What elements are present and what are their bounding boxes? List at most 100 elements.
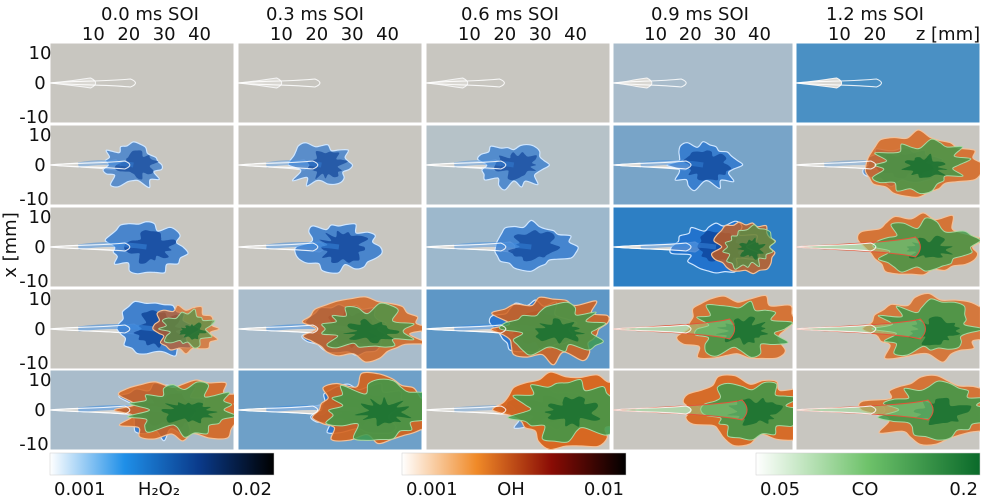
panel-r3-c2 xyxy=(237,206,423,288)
z-tick-c2-20: 20 xyxy=(305,24,328,45)
mixture-outline xyxy=(50,324,131,334)
column-title-3: 0.6 ms SOI xyxy=(461,4,559,25)
panel-r4-c4 xyxy=(612,288,794,370)
panel-r1-c1 xyxy=(49,42,235,124)
panel-grid xyxy=(49,42,981,451)
panel-r1-c2 xyxy=(237,42,423,124)
panel-r1-c5 xyxy=(795,42,981,124)
mixture-outline xyxy=(426,242,507,252)
panel-r3-c5 xyxy=(795,206,981,288)
panel-field xyxy=(50,141,164,189)
x-tick-zero-r2: 0 xyxy=(34,155,45,176)
h2o2-core xyxy=(683,150,732,181)
column-title-4: 0.9 ms SOI xyxy=(651,4,749,25)
mixture-outline xyxy=(426,324,507,334)
panel-field xyxy=(50,220,189,275)
mixture-outline xyxy=(238,324,319,334)
panel-r3-c3 xyxy=(425,206,611,288)
liquid-jet xyxy=(50,77,97,89)
mixture-outline xyxy=(613,242,692,252)
z-tick-c2-10: 10 xyxy=(270,24,293,45)
panel-field xyxy=(613,374,793,447)
mixture-outline xyxy=(796,405,877,415)
panel-field xyxy=(50,77,136,89)
panel-r3-c1 xyxy=(49,206,235,288)
mixture-outline xyxy=(613,324,692,334)
z-tick-c1-40: 40 xyxy=(188,24,211,45)
panel-r5-c5 xyxy=(795,369,981,451)
mixture-outline xyxy=(613,405,692,415)
panel-r3-c4 xyxy=(612,206,794,288)
colorbar-min-label: 0.001 xyxy=(54,479,106,500)
panel-r4-c1 xyxy=(49,288,235,370)
mixture-outline xyxy=(613,160,692,170)
mixture-outline xyxy=(50,160,131,170)
z-tick-c5-20: 20 xyxy=(863,24,886,45)
colorbar-1: 0.001 H₂O₂ 0.02 xyxy=(49,452,275,500)
panel-field xyxy=(238,296,422,363)
h2o2-jet-layer xyxy=(640,242,717,250)
mixture-outline xyxy=(50,78,136,88)
colorbar-species-label: OH xyxy=(497,479,525,500)
liquid-jet xyxy=(426,77,469,89)
h2o2-jet-layer xyxy=(453,242,532,250)
z-tick-c5-10: 10 xyxy=(828,24,851,45)
panel-r1-c3 xyxy=(425,42,611,124)
mixture-outline xyxy=(426,405,507,415)
colorbar-2: 0.001 OH 0.01 xyxy=(401,452,627,500)
panel-field xyxy=(613,220,777,275)
panel-r5-c2 xyxy=(237,369,423,451)
mixture-outline xyxy=(796,160,877,170)
panel-field xyxy=(796,212,980,276)
panel-field xyxy=(50,300,220,357)
panel-field xyxy=(238,77,321,89)
x-tick-top-r1: 10 xyxy=(29,43,52,64)
mixture-outline xyxy=(238,160,319,170)
z-tick-c1-10: 10 xyxy=(82,24,105,45)
mixture-outline xyxy=(238,78,321,88)
column-title-5: 1.2 ms SOI xyxy=(826,4,924,25)
z-tick-c4-30: 30 xyxy=(713,24,736,45)
h2o2-jet-layer xyxy=(265,242,340,250)
x-tick-zero-r5: 0 xyxy=(34,400,45,421)
co-core xyxy=(161,402,218,424)
x-tick-top-r3: 10 xyxy=(29,207,52,228)
flame-envelope xyxy=(613,318,736,340)
mixture-outline xyxy=(238,405,319,415)
z-tick-c3-40: 40 xyxy=(564,24,587,45)
h2o2-core xyxy=(319,230,369,264)
panel-r2-c5 xyxy=(795,124,981,206)
panel-field xyxy=(796,292,980,363)
z-tick-c3-30: 30 xyxy=(529,24,552,45)
panel-r5-c3 xyxy=(425,369,611,451)
co-core xyxy=(535,318,585,344)
mixture-outline xyxy=(50,405,131,415)
z-tick-c2-40: 40 xyxy=(376,24,399,45)
z-tick-c4-40: 40 xyxy=(748,24,771,45)
liquid-jet xyxy=(796,77,843,89)
z-axis-label: z [mm] xyxy=(916,24,980,45)
colorbar-species-label: H₂O₂ xyxy=(138,479,180,500)
panel-field xyxy=(238,223,383,274)
panel-r1-c4 xyxy=(612,42,794,124)
z-tick-c4-10: 10 xyxy=(644,24,667,45)
panel-field xyxy=(613,294,793,360)
co-core xyxy=(179,322,207,340)
panel-r4-c5 xyxy=(795,288,981,370)
colorbar-min-label: 0.05 xyxy=(760,479,800,500)
colorbars: 0.001 H₂O₂ 0.02 0.001 OH 0.01 0.05 CO 0.2 xyxy=(49,452,981,500)
liquid-jet xyxy=(238,77,283,89)
panel-r5-c1 xyxy=(49,369,235,451)
panel-field xyxy=(613,141,744,192)
h2o2-core xyxy=(114,150,159,180)
colorbar-max-label: 0.02 xyxy=(232,479,272,500)
colorbar-min-label: 0.001 xyxy=(406,479,458,500)
column-title-1: 0.0 ms SOI xyxy=(101,4,199,25)
panel-r4-c3 xyxy=(425,288,611,370)
mixture-outline xyxy=(796,242,877,252)
co-core xyxy=(737,237,766,260)
panel-r2-c1 xyxy=(49,124,235,206)
panel-r4-c2 xyxy=(237,288,423,370)
